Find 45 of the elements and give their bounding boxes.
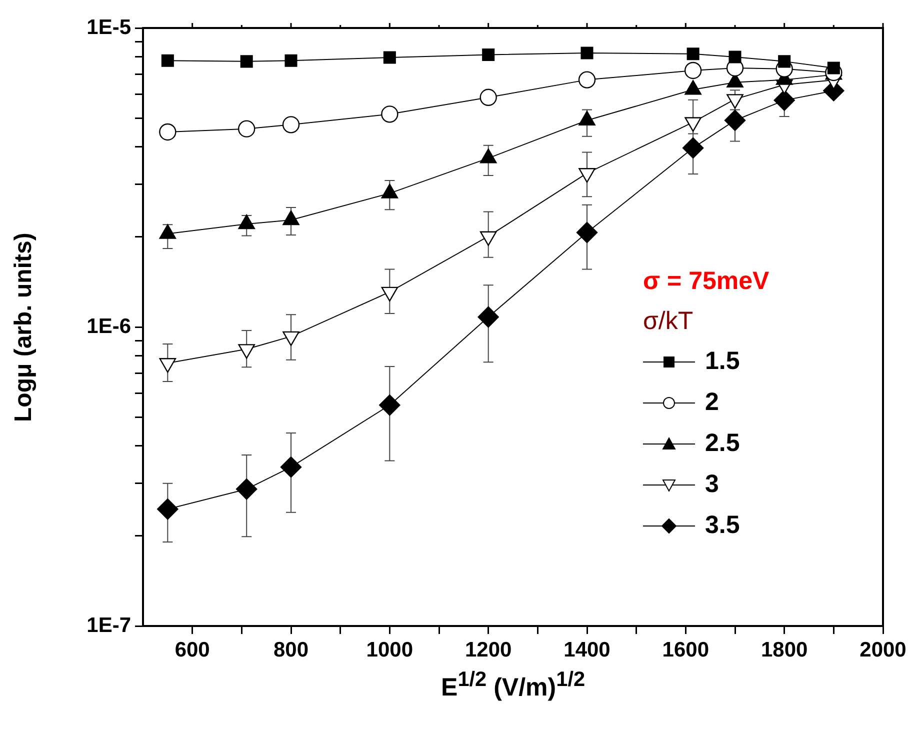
point [778, 55, 791, 68]
point [238, 120, 256, 138]
legend-label: 3 [705, 470, 719, 499]
y-tick-label: 1E-6 [86, 314, 131, 338]
y-tick-label: 1E-5 [86, 16, 132, 39]
legend-label: 2 [705, 388, 719, 417]
legend-label: 2.5 [705, 429, 740, 458]
point [159, 123, 176, 141]
point [240, 55, 253, 68]
x-tick-label: 800 [273, 638, 309, 662]
point [161, 54, 174, 67]
point [580, 46, 594, 60]
point [686, 48, 700, 60]
point [724, 110, 746, 131]
point [236, 478, 258, 500]
point [682, 137, 704, 159]
x-tick-label: 1000 [366, 638, 414, 662]
legend-label: 3.5 [705, 511, 740, 540]
x-tick-label: 1200 [464, 638, 512, 662]
point [482, 48, 495, 61]
point [478, 306, 499, 328]
point [381, 106, 398, 123]
x-axis-title: E$^{1/2}$ (V/m)$^{1/2}$ [441, 668, 586, 702]
y-axis-title: Logμ (arb. units) [10, 232, 38, 422]
x-tick-label: 600 [174, 638, 210, 662]
point [578, 71, 596, 88]
point [728, 50, 742, 64]
point [379, 394, 400, 416]
point [383, 51, 396, 64]
x-tick-label: 2000 [860, 638, 906, 662]
point [774, 90, 795, 111]
point [280, 456, 302, 478]
annotation: σ = 75meV [643, 266, 770, 297]
point [282, 116, 300, 134]
x-tick-label: 1800 [760, 638, 808, 662]
y-tick-label: 1E-7 [86, 614, 131, 637]
point [284, 54, 298, 67]
point [576, 222, 598, 244]
point [684, 62, 702, 80]
x-tick-label: 1600 [662, 638, 710, 662]
point [157, 498, 178, 520]
legend-label: 1.5 [705, 347, 740, 376]
legend-title: σ/kT [643, 306, 694, 337]
point [480, 88, 497, 106]
x-tick-label: 1400 [564, 638, 610, 662]
